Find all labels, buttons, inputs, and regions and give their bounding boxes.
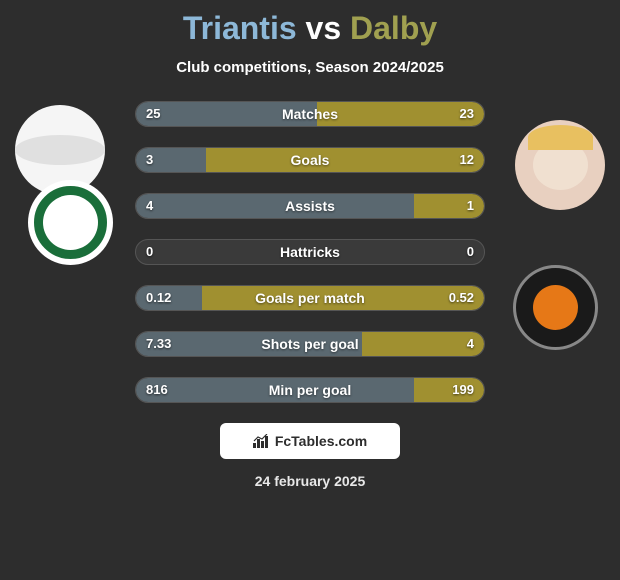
stat-value-left: 25: [146, 102, 160, 126]
stat-row: Goals3 12: [135, 147, 485, 173]
site-name: FcTables.com: [275, 433, 367, 449]
site-badge: FcTables.com: [220, 423, 400, 459]
stat-row: Shots per goal7.33 4: [135, 331, 485, 357]
stat-label: Goals per match: [136, 286, 484, 310]
stat-value-left: 3: [146, 148, 153, 172]
stat-row: Goals per match0.12 0.52: [135, 285, 485, 311]
stat-value-right: 12: [460, 148, 474, 172]
stat-row: Hattricks0 0: [135, 239, 485, 265]
stat-label: Shots per goal: [136, 332, 484, 356]
stat-value-right: 4: [467, 332, 474, 356]
stat-row: Assists4 1: [135, 193, 485, 219]
stat-value-right: 199: [452, 378, 474, 402]
stat-value-right: 0: [467, 240, 474, 264]
stat-label: Hattricks: [136, 240, 484, 264]
player2-name: Dalby: [350, 10, 437, 46]
comparison-card: Triantis vs Dalby Club competitions, Sea…: [0, 0, 620, 580]
stat-value-left: 4: [146, 194, 153, 218]
player1-club-badge: [28, 180, 113, 265]
stat-value-right: 1: [467, 194, 474, 218]
player2-avatar: [515, 120, 605, 210]
player2-club-badge: [513, 265, 598, 350]
stat-value-left: 7.33: [146, 332, 171, 356]
player1-name: Triantis: [183, 10, 297, 46]
chart-icon: [253, 434, 269, 448]
vs-separator: vs: [306, 10, 342, 46]
stat-label: Assists: [136, 194, 484, 218]
stat-value-left: 0.12: [146, 286, 171, 310]
stat-value-right: 0.52: [449, 286, 474, 310]
stat-label: Matches: [136, 102, 484, 126]
stat-row: Matches25 23: [135, 101, 485, 127]
stat-label: Goals: [136, 148, 484, 172]
footer-date: 24 february 2025: [0, 473, 620, 489]
stats-list: Matches2523Goals312Assists41Hattricks00G…: [135, 101, 485, 403]
stat-value-left: 0: [146, 240, 153, 264]
stat-row: Min per goal816 199: [135, 377, 485, 403]
page-title: Triantis vs Dalby: [0, 10, 620, 47]
season-subtitle: Club competitions, Season 2024/2025: [0, 59, 620, 76]
stat-label: Min per goal: [136, 378, 484, 402]
stat-value-right: 23: [460, 102, 474, 126]
stat-value-left: 816: [146, 378, 168, 402]
